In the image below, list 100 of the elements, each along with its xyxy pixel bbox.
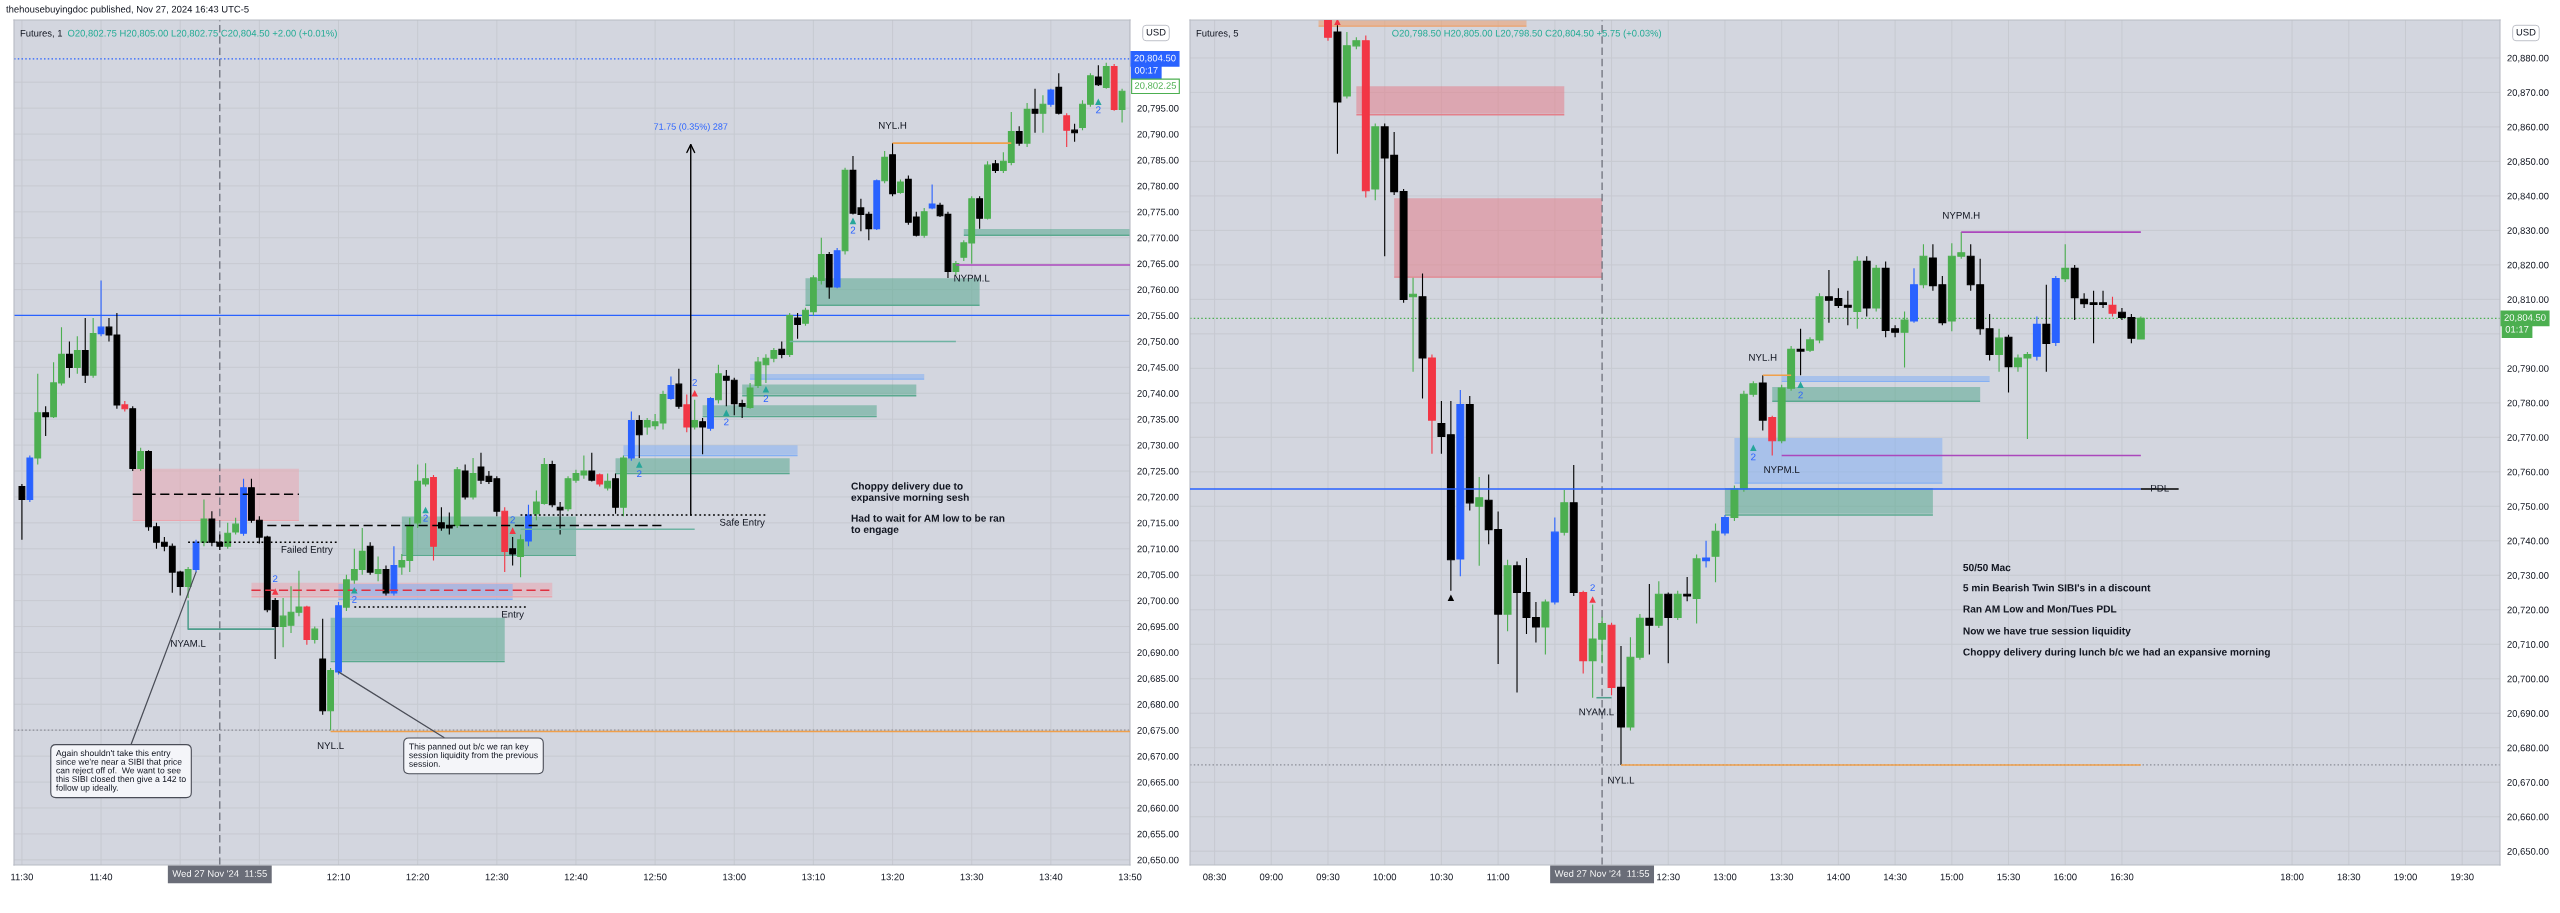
candlestick bbox=[1503, 559, 1512, 632]
x-tick-label: 16:30 bbox=[2110, 873, 2134, 881]
candlestick bbox=[1102, 62, 1110, 90]
candlestick bbox=[1110, 63, 1118, 112]
y-tick-label: 20,700.00 bbox=[2507, 675, 2549, 684]
candlestick bbox=[2032, 316, 2041, 362]
text: 20,802.25 bbox=[1134, 82, 1177, 90]
x-tick-label: 11:40 bbox=[90, 873, 113, 881]
text: Futures, 1 bbox=[20, 29, 63, 38]
annotation: 2 bbox=[1798, 391, 1803, 399]
candlestick bbox=[1569, 464, 1578, 597]
candlestick bbox=[627, 410, 635, 462]
candlestick bbox=[517, 533, 524, 578]
annotation: Choppy delivery due to expansive morning sesh bbox=[851, 482, 969, 503]
y-tick-label: 20,715.00 bbox=[1137, 519, 1179, 528]
y-tick-label: 20,730.00 bbox=[1137, 441, 1179, 450]
annotation: 2 bbox=[692, 378, 697, 386]
y-tick-label: 20,870.00 bbox=[2507, 89, 2549, 98]
candlestick bbox=[548, 460, 556, 508]
candlestick bbox=[1039, 94, 1047, 134]
annotation: 5 min Bearish Twin SIBI's in a discount bbox=[1963, 583, 2151, 592]
candlestick bbox=[1418, 272, 1427, 400]
candlestick bbox=[604, 473, 612, 492]
candlestick bbox=[1361, 34, 1370, 199]
x-tick-label: 13:10 bbox=[802, 873, 825, 881]
x-tick-label: 13:30 bbox=[1770, 873, 1794, 881]
candlestick bbox=[469, 457, 477, 501]
text: USD bbox=[2516, 28, 2536, 36]
y-tick-label: 20,755.00 bbox=[1137, 312, 1179, 321]
y-tick-label: 20,720.00 bbox=[2507, 606, 2549, 615]
ref-line-label: Wed 27 Nov '24 11:55 bbox=[1554, 870, 1650, 877]
y-tick-label: 20,710.00 bbox=[1137, 545, 1179, 554]
x-tick-label: 09:00 bbox=[1259, 873, 1283, 881]
point bbox=[691, 389, 698, 397]
candlestick bbox=[1550, 516, 1559, 606]
x-tick-label: 18:00 bbox=[2280, 873, 2304, 881]
y-tick-label: 20,860.00 bbox=[2507, 123, 2549, 132]
candlestick bbox=[976, 195, 984, 230]
annotation: 2 bbox=[352, 595, 357, 603]
x-tick-label: 10:30 bbox=[1430, 873, 1453, 881]
ref-line-label: 20,804.50 bbox=[1134, 54, 1176, 63]
candlestick bbox=[2070, 264, 2079, 321]
candlestick bbox=[1094, 64, 1102, 87]
candlestick bbox=[319, 618, 327, 716]
candlestick bbox=[1399, 188, 1408, 304]
candlestick bbox=[667, 375, 675, 401]
point bbox=[1797, 381, 1804, 388]
annotation: NYPM.H bbox=[1943, 211, 1980, 219]
annotation: 2 bbox=[510, 516, 515, 524]
x-tick-label: 15:30 bbox=[1997, 873, 2020, 881]
candlestick bbox=[1768, 415, 1777, 456]
candlestick bbox=[224, 522, 232, 550]
y-tick-label: 20,660.00 bbox=[2507, 813, 2549, 822]
candlestick bbox=[200, 498, 208, 547]
annotation: This panned out b/c we ran key session liquidity from the previous session. bbox=[409, 743, 538, 767]
candlestick bbox=[81, 317, 89, 384]
candlestick bbox=[778, 340, 786, 359]
y-tick-label: 20,750.00 bbox=[2507, 503, 2549, 511]
annotation: NYAM.L bbox=[1579, 708, 1614, 716]
x-tick-label: 16:00 bbox=[2054, 873, 2077, 881]
y-tick-label: 20,770.00 bbox=[1137, 234, 1179, 243]
annotation: NYPM.L bbox=[954, 274, 990, 282]
annotation: 2 bbox=[637, 470, 642, 478]
candlestick bbox=[374, 555, 382, 582]
candlestick bbox=[2051, 275, 2060, 347]
candlestick bbox=[1645, 583, 1654, 656]
candlestick bbox=[1055, 72, 1063, 116]
y-tick-label: 20,655.00 bbox=[1137, 830, 1179, 839]
candlestick bbox=[89, 317, 97, 379]
y-tick-label: 20,830.00 bbox=[2507, 227, 2549, 236]
candlestick bbox=[794, 312, 801, 340]
candlestick bbox=[920, 207, 928, 239]
x-tick-label: 19:00 bbox=[2394, 873, 2417, 881]
y-tick-label: 20,650.00 bbox=[1137, 856, 1179, 865]
x-tick-label: 09:30 bbox=[1316, 873, 1340, 881]
candlestick bbox=[1664, 591, 1673, 664]
y-tick-label: 20,780.00 bbox=[1137, 182, 1179, 191]
annotation: 2 bbox=[1751, 453, 1756, 461]
annotation: NYL.H bbox=[879, 121, 907, 129]
y-tick-label: 20,690.00 bbox=[1137, 649, 1179, 658]
x-tick-label: 14:00 bbox=[1827, 873, 1850, 881]
candlestick bbox=[691, 399, 699, 431]
x-tick-label: 11:30 bbox=[11, 873, 34, 881]
candlestick bbox=[786, 312, 794, 358]
candlestick bbox=[525, 504, 532, 547]
y-tick-label: 20,650.00 bbox=[2507, 848, 2549, 856]
candlestick bbox=[1071, 123, 1079, 143]
candlestick bbox=[620, 454, 627, 517]
ref-line-label: 20,804.50 bbox=[2504, 314, 2546, 322]
candlestick bbox=[683, 393, 691, 433]
y-tick-label: 20,705.00 bbox=[1137, 571, 1179, 580]
candlestick bbox=[1617, 645, 1625, 766]
y-tick-label: 20,740.00 bbox=[2507, 537, 2549, 546]
text: 01:17 bbox=[2505, 325, 2529, 333]
annotation: Safe Entry bbox=[719, 518, 765, 528]
candlestick bbox=[509, 536, 517, 567]
y-tick-label: 20,745.00 bbox=[1137, 364, 1179, 372]
candlestick bbox=[501, 506, 509, 573]
ref-line-label: Wed 27 Nov '24 11:55 bbox=[172, 870, 267, 877]
candlestick bbox=[2042, 284, 2051, 373]
